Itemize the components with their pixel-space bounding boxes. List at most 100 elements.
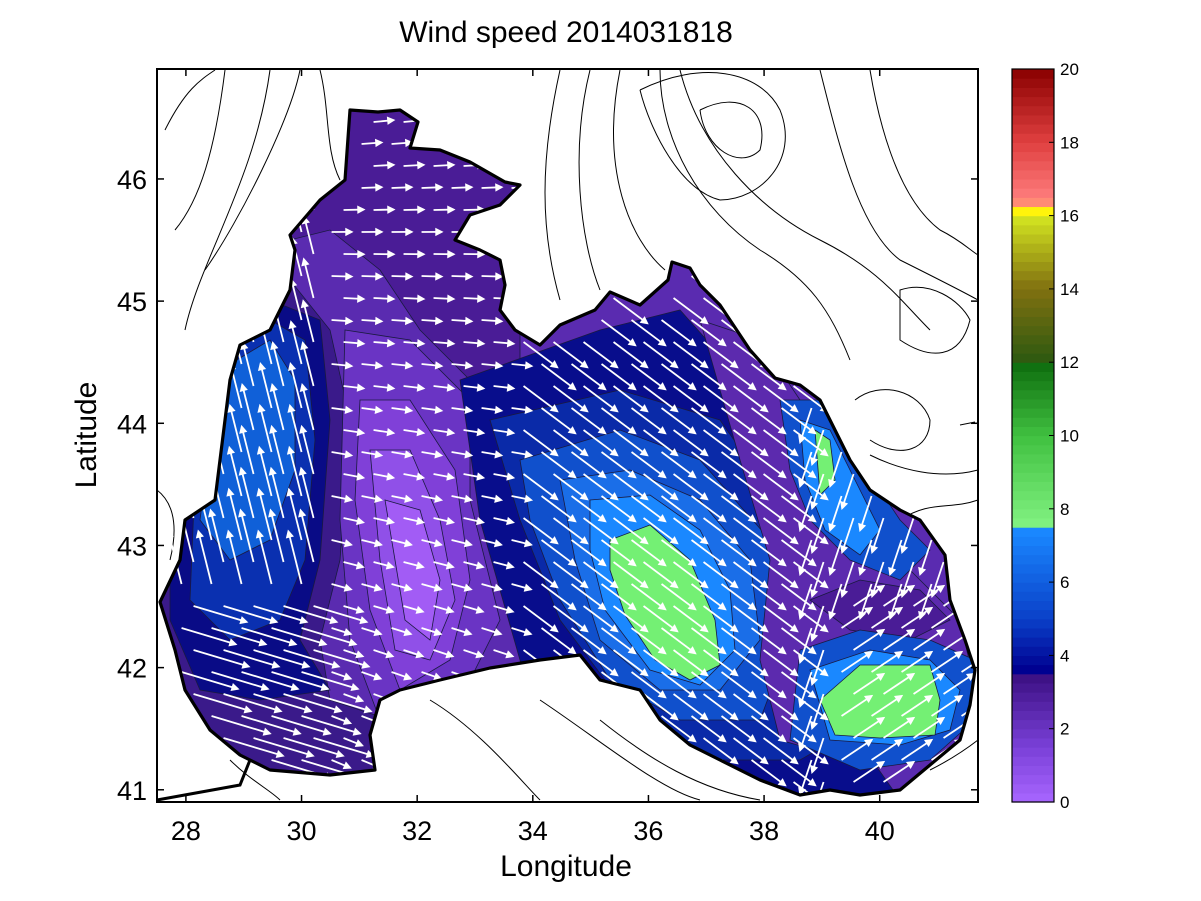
wind-arrow-shaft [290,280,303,321]
wind-arrow-head [810,588,819,599]
wind-arrow-head [287,362,297,372]
wind-arrow-head [375,227,384,237]
wind-arrow-shaft [691,671,726,698]
wind-arrow-head [810,764,819,775]
colorbar-segment [1012,288,1054,299]
wind-arrow-head [549,360,559,369]
wind-arrow-head [579,360,589,369]
wind-arrow-shaft [290,321,303,365]
wind-arrow-head [807,778,817,787]
x-tick-label: 28 [171,816,201,846]
wind-arrow-head [240,299,249,309]
wind-arrow-head [639,580,649,589]
colorbar-segment [1012,554,1054,565]
wind-arrow-head [415,605,425,614]
wind-arrow-shaft [239,510,255,563]
wind-arrow-head [863,650,874,659]
wind-arrow-shaft [283,693,341,713]
wind-arrow-head [506,427,516,437]
wind-arrow-head [579,668,589,677]
land-contour-lines [156,69,979,801]
wind-arrow-head [285,529,294,539]
wind-arrow-shaft [541,539,576,566]
wind-arrow-head [597,646,607,655]
wind-arrow-shaft [583,517,618,544]
y-axis-label: Latitude [70,382,103,489]
wind-arrow-head [597,382,607,391]
wind-arrow-head [875,716,886,725]
wind-arrow-shaft [631,539,666,566]
wind-arrow-head [463,539,473,548]
wind-arrow-head [405,272,414,281]
wind-arrow-head [433,672,443,681]
wind-arrow-head [356,472,366,481]
wind-arrow-shaft [228,447,243,497]
colorbar-segment [1012,572,1054,583]
wind-arrow-head [209,424,218,434]
wind-arrow-head [343,672,353,681]
wind-arrow-shaft [733,605,768,632]
wind-arrow-head [579,624,589,633]
wind-arrow-head [923,606,934,615]
wind-arrow-shaft [733,737,768,764]
wind-arrow-shaft [643,473,678,500]
wind-arrow-head [403,628,413,637]
wind-arrow-head [256,445,266,455]
wind-arrow-head [477,249,486,259]
wind-arrow-head [343,628,353,637]
wind-arrow-head [387,294,396,303]
wind-arrow-head [639,624,649,633]
wind-arrow-head [639,668,649,677]
colorbar-tick-label: 20 [1060,60,1079,79]
wind-arrow-shaft [673,385,708,412]
wind-arrow-shaft [613,385,648,412]
wind-arrow-head [549,492,559,501]
wind-arrow-head [416,427,426,437]
wind-arrow-head [445,650,455,659]
wind-arrow-head [777,734,787,743]
wind-arrow-head [275,749,285,759]
colorbar-segment [1012,334,1054,345]
wind-arrow-head [609,536,619,545]
wind-arrow-shaft [673,693,708,720]
colorbar-segment [1012,435,1054,446]
wind-arrow-head [717,602,727,611]
wind-arrow-shaft [673,429,708,456]
colorbar-segment [1012,563,1054,574]
x-tick-label: 38 [749,816,779,846]
wind-arrow-shaft [721,539,756,566]
colorbar-tick-label: 14 [1060,280,1079,299]
wind-arrow-head [729,492,739,501]
wind-arrow-head [657,470,667,479]
wind-arrow-head [525,183,534,192]
wind-arrow-shaft [751,407,786,434]
wind-arrow-head [687,558,697,567]
colorbar-tick-label: 6 [1060,573,1069,592]
wind-arrow-head [257,403,266,413]
wind-arrow-shaft [691,627,726,654]
wind-arrow-head [270,341,279,351]
wind-arrow-head [447,205,456,214]
wind-arrow-head [403,539,413,548]
wind-arrow-head [374,361,384,370]
wind-arrow-head [717,646,727,655]
wind-arrow-head [385,561,395,570]
wind-arrow-shaft [571,539,606,566]
wind-arrow-head [476,516,485,526]
chart-title: Wind speed 2014031818 [399,16,733,49]
colorbar-segment [1012,765,1054,776]
wind-arrow-shaft [271,342,285,387]
wind-arrow-head [789,668,799,677]
wind-arrow-head [464,494,474,503]
wind-arrow-head [415,561,425,570]
wind-arrow-shaft [541,363,576,390]
wind-arrow-shaft [301,759,363,779]
colorbar-segment [1012,142,1054,153]
wind-arrow-head [208,466,217,476]
wind-arrow-head [299,616,309,625]
wind-arrow-head [807,734,817,743]
wind-arrow-head [893,738,904,747]
x-tick-label: 36 [633,816,663,846]
colorbar-segment [1012,398,1054,409]
wind-arrow-head [923,738,934,747]
